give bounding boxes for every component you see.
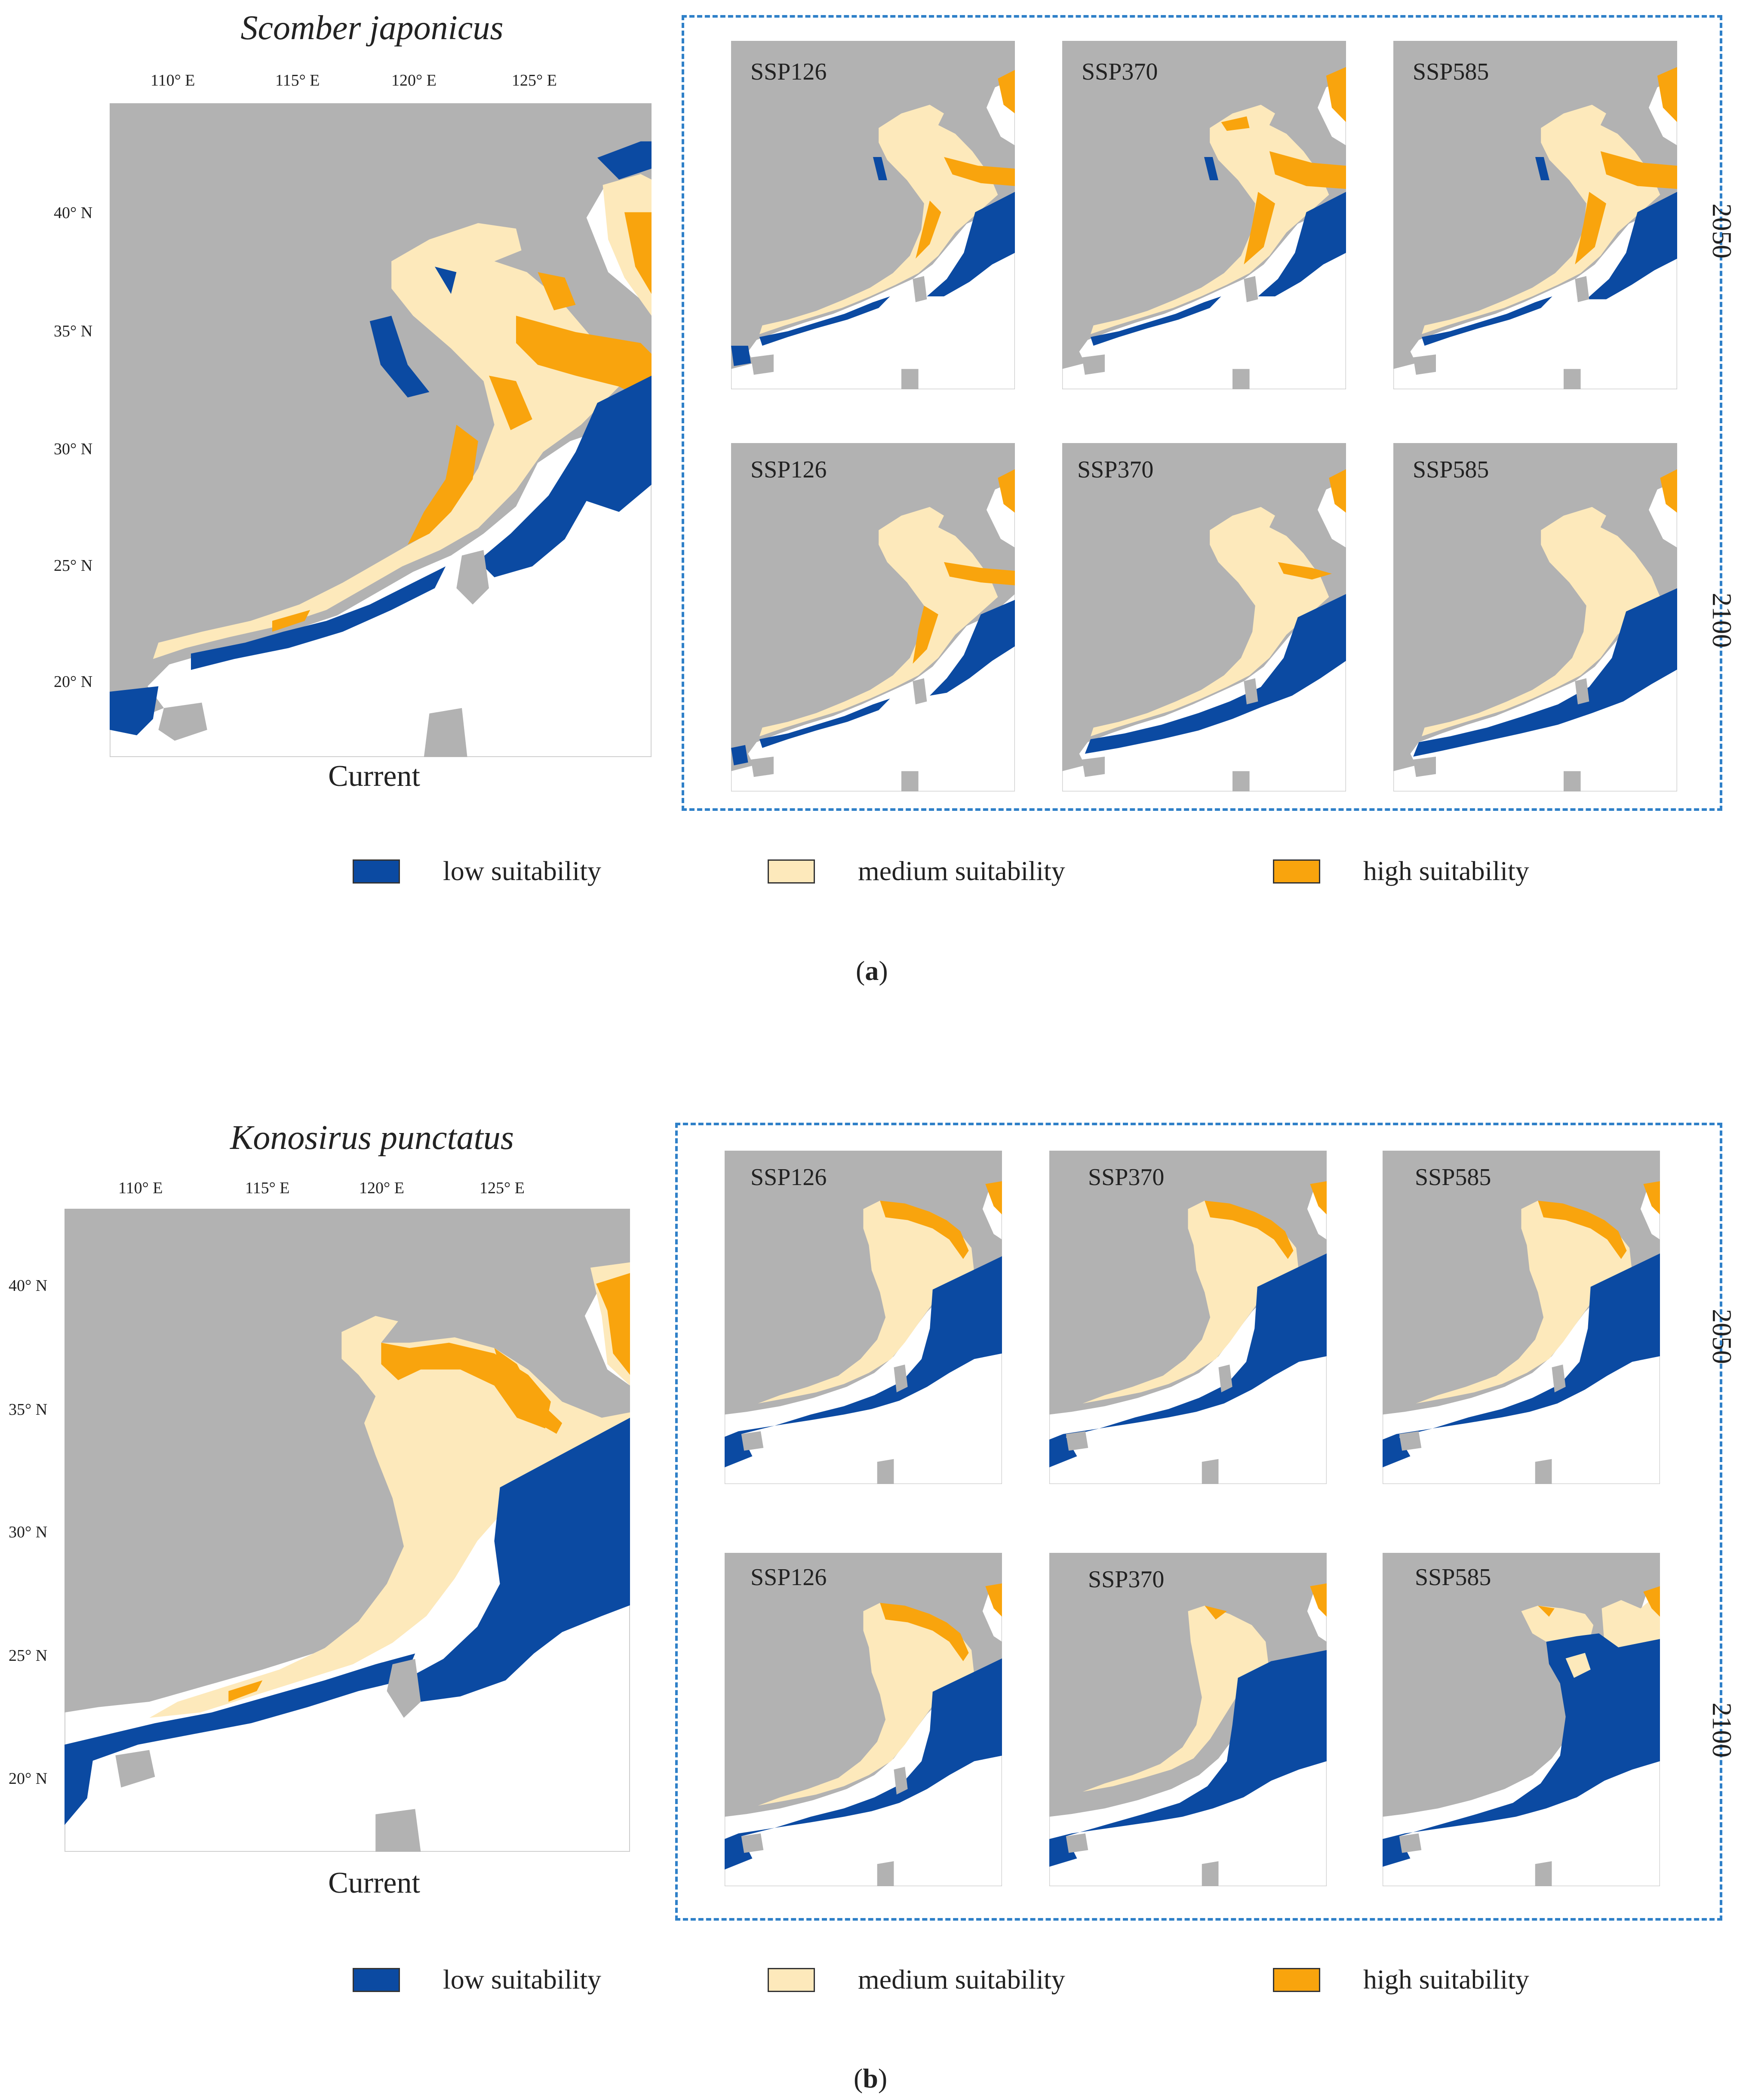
future-map-a-2050-ssp126	[731, 41, 1015, 389]
legend-swatch-medium	[768, 1968, 815, 1992]
current-label-b: Current	[328, 1866, 420, 1900]
lat-label: 20° N	[9, 1770, 48, 1788]
future-map-b-2100-ssp370	[1049, 1553, 1327, 1886]
year-label: 2100	[1707, 1703, 1737, 1758]
lon-label: 110° E	[118, 1179, 163, 1197]
lat-label: 25° N	[9, 1647, 48, 1665]
scenario-label: SSP370	[1082, 59, 1158, 85]
lon-label: 120° E	[359, 1179, 404, 1197]
lat-label: 35° N	[54, 322, 93, 340]
year-label: 2050	[1707, 1309, 1737, 1364]
future-map-a-2100-ssp370	[1062, 443, 1346, 791]
scenario-label: SSP370	[1077, 456, 1154, 483]
current-map-b	[65, 1209, 630, 1852]
lat-label: 30° N	[9, 1523, 48, 1541]
future-map-b-2050-ssp370	[1049, 1151, 1327, 1484]
scenario-label: SSP370	[1088, 1566, 1165, 1593]
future-map-b-2050-ssp585	[1383, 1151, 1660, 1484]
future-map-a-2050-ssp585	[1393, 41, 1677, 389]
year-label: 2100	[1707, 593, 1737, 648]
future-map-b-2050-ssp126	[725, 1151, 1002, 1484]
scenario-label: SSP585	[1413, 59, 1489, 85]
legend-swatch-high	[1273, 859, 1320, 884]
legend-label-low: low suitability	[443, 856, 601, 886]
legend-label-low: low suitability	[443, 1964, 601, 1995]
future-map-a-2100-ssp585	[1393, 443, 1677, 791]
lon-label: 125° E	[479, 1179, 525, 1197]
lat-label: 40° N	[54, 204, 93, 222]
lon-label: 110° E	[151, 71, 195, 89]
scenario-label: SSP370	[1088, 1164, 1165, 1191]
current-label-a: Current	[328, 760, 420, 793]
lat-label: 25° N	[54, 557, 93, 575]
future-map-a-2050-ssp370	[1062, 41, 1346, 389]
scenario-label: SSP126	[750, 1564, 827, 1591]
figure-label-a: (a)	[856, 955, 888, 986]
scenario-label: SSP585	[1413, 456, 1489, 483]
legend-swatch-high	[1273, 1968, 1320, 1992]
lat-label: 30° N	[54, 440, 93, 458]
scenario-label: SSP126	[750, 456, 827, 483]
lon-label: 115° E	[275, 71, 320, 89]
future-map-a-2100-ssp126	[731, 443, 1015, 791]
lat-label: 40° N	[9, 1277, 48, 1295]
future-map-b-2100-ssp126	[725, 1553, 1002, 1886]
scenario-label: SSP126	[750, 1164, 827, 1191]
legend-swatch-medium	[768, 859, 815, 884]
figure-label-b: (b)	[854, 2063, 888, 2094]
species-title-a: Scomber japonicus	[240, 9, 504, 47]
species-title-b: Konosirus punctatus	[230, 1119, 514, 1157]
lon-label: 120° E	[391, 71, 436, 89]
legend-swatch-low	[353, 1968, 400, 1992]
legend-swatch-low	[353, 859, 400, 884]
lat-label: 35° N	[9, 1401, 48, 1419]
lon-label: 125° E	[512, 71, 557, 89]
scenario-label: SSP585	[1415, 1164, 1491, 1191]
legend-label-high: high suitability	[1363, 856, 1529, 886]
lat-label: 20° N	[54, 673, 93, 691]
future-panel-frame-b	[675, 1123, 1722, 1921]
current-map-a	[110, 103, 652, 757]
legend-label-medium: medium suitability	[858, 856, 1065, 886]
scenario-label: SSP126	[750, 59, 827, 85]
legend-label-high: high suitability	[1363, 1964, 1529, 1995]
scenario-label: SSP585	[1415, 1564, 1491, 1591]
future-map-b-2100-ssp585	[1383, 1553, 1660, 1886]
future-panel-frame-a	[682, 15, 1722, 811]
legend-label-medium: medium suitability	[858, 1964, 1065, 1995]
lon-label: 115° E	[245, 1179, 290, 1197]
year-label: 2050	[1707, 203, 1737, 259]
